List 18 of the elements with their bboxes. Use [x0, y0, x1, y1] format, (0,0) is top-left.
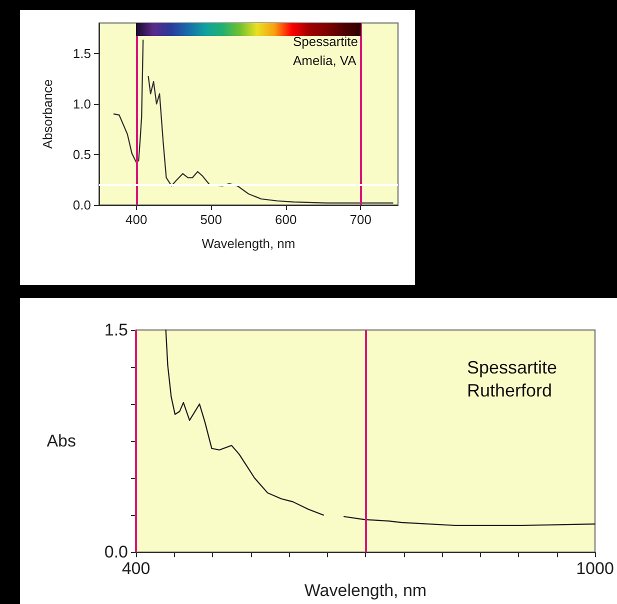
- y-tick-label: 0.0: [104, 542, 128, 562]
- y-tick-label: 1.5: [104, 320, 128, 340]
- annotation: Spessartite Rutherford: [466, 358, 558, 400]
- x-tick-label: 400: [126, 212, 148, 227]
- y-tick-label: 1.5: [72, 46, 91, 61]
- x-tick-label: 1000: [576, 559, 614, 578]
- x-axis-title: Wavelength, nm: [202, 236, 296, 251]
- x-tick-label: 600: [275, 212, 297, 227]
- y-axis-title: Absorbance: [40, 79, 55, 149]
- x-tick-label: 500: [200, 212, 222, 227]
- y-tick-label: 0.0: [72, 198, 91, 212]
- x-axis-title: Wavelength, nm: [304, 581, 427, 600]
- x-tick-label: 400: [122, 559, 150, 578]
- y-axis-title: Abs: [46, 432, 76, 451]
- y-tick-label: 0.5: [72, 146, 91, 162]
- x-tick-label: 700: [350, 212, 372, 227]
- y-tick-label: 1.0: [72, 96, 91, 112]
- annotation: Spessartite Amelia, VA: [292, 34, 358, 68]
